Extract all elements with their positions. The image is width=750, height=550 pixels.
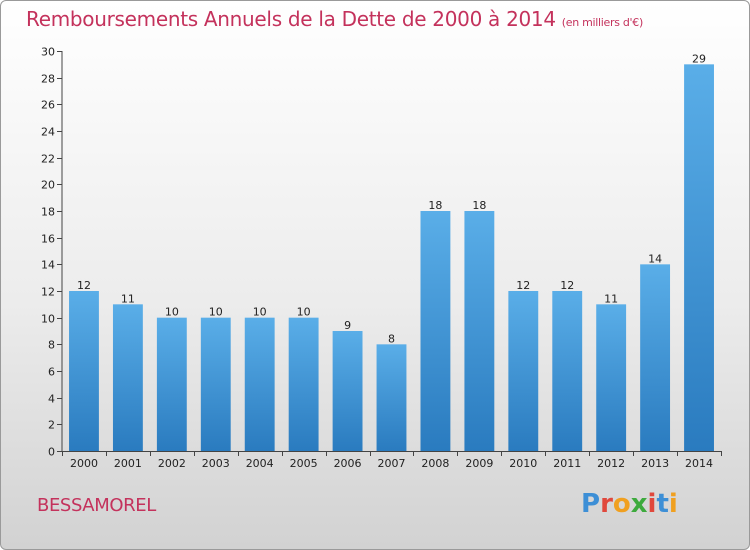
y-tick-label: 20 [41, 179, 55, 192]
value-labels: 12 11 10 10 10 10 9 8 18 18 12 12 11 14 29 [77, 52, 706, 345]
x-tick-label: 2004 [246, 457, 274, 470]
x-tick-label: 2008 [421, 457, 449, 470]
bar-value-label: 18 [472, 199, 486, 212]
bar-2004 [244, 317, 275, 451]
bar-value-label: 10 [209, 306, 223, 319]
title-text: Remboursements Annuels de la Dette de 20… [26, 7, 556, 31]
x-tick-label: 2013 [641, 457, 669, 470]
y-tick-label: 26 [41, 99, 55, 112]
bar-value-label: 10 [297, 306, 311, 319]
bar-2005 [288, 317, 319, 451]
y-tick-label: 4 [48, 393, 55, 406]
bar-2010 [508, 291, 539, 451]
bar-2011 [552, 291, 583, 451]
y-tick-label: 0 [48, 446, 55, 459]
bar-2014 [684, 64, 714, 452]
bar-value-label: 18 [428, 199, 442, 212]
y-tick-label: 10 [41, 313, 55, 326]
x-tick-label: 2002 [158, 457, 186, 470]
x-tick-label: 2011 [553, 457, 581, 470]
y-tick-label: 8 [48, 339, 55, 352]
x-tick-label: 2003 [202, 457, 230, 470]
bar-value-label: 10 [165, 306, 179, 319]
bar-2012 [596, 304, 627, 451]
y-tick-label: 16 [41, 233, 55, 246]
y-tick-label: 14 [41, 259, 55, 272]
y-tick-label: 28 [41, 73, 55, 86]
bars [69, 64, 714, 452]
bar-value-label: 14 [648, 252, 662, 265]
chart-title: Remboursements Annuels de la Dette de 20… [26, 7, 643, 31]
y-tick-label: 6 [48, 366, 55, 379]
bar-value-label: 11 [121, 292, 135, 305]
chart-subtitle: (en milliers d'€) [561, 16, 643, 29]
x-tick-label: 2014 [685, 457, 713, 470]
bar-value-label: 12 [560, 279, 574, 292]
bar-2003 [200, 317, 231, 451]
x-tick-label: 2006 [334, 457, 362, 470]
x-tick-label: 2005 [290, 457, 318, 470]
bar-2009 [464, 211, 495, 451]
x-tick-label: 2000 [70, 457, 98, 470]
y-tick-label: 12 [41, 286, 55, 299]
x-tick-label: 2007 [378, 457, 406, 470]
bar-value-label: 9 [344, 319, 351, 332]
bar-2008 [420, 211, 451, 451]
bar-value-label: 29 [692, 52, 706, 65]
x-tick-label: 2012 [597, 457, 625, 470]
y-tick-label: 2 [48, 419, 55, 432]
proxiti-logo: Proxiti [581, 489, 678, 519]
bar-value-label: 8 [388, 332, 395, 345]
bar-2013 [640, 264, 671, 451]
x-tick-label: 2001 [114, 457, 142, 470]
y-tick-label: 22 [41, 153, 55, 166]
bar-value-label: 11 [604, 292, 618, 305]
bar-2000 [69, 291, 99, 451]
y-tick-label: 24 [41, 126, 55, 139]
x-tick-label: 2009 [465, 457, 493, 470]
bar-2007 [376, 344, 407, 451]
bar-2002 [156, 317, 187, 451]
bar-value-label: 12 [77, 279, 91, 292]
x-tick-label: 2010 [509, 457, 537, 470]
bar-value-label: 12 [516, 279, 530, 292]
y-tick-label: 18 [41, 206, 55, 219]
bar-value-label: 10 [253, 306, 267, 319]
commune-name: BESSAMOREL [37, 495, 156, 516]
bar-2001 [112, 304, 143, 451]
y-tick-label: 30 [41, 46, 55, 59]
bar-2006 [332, 331, 363, 451]
